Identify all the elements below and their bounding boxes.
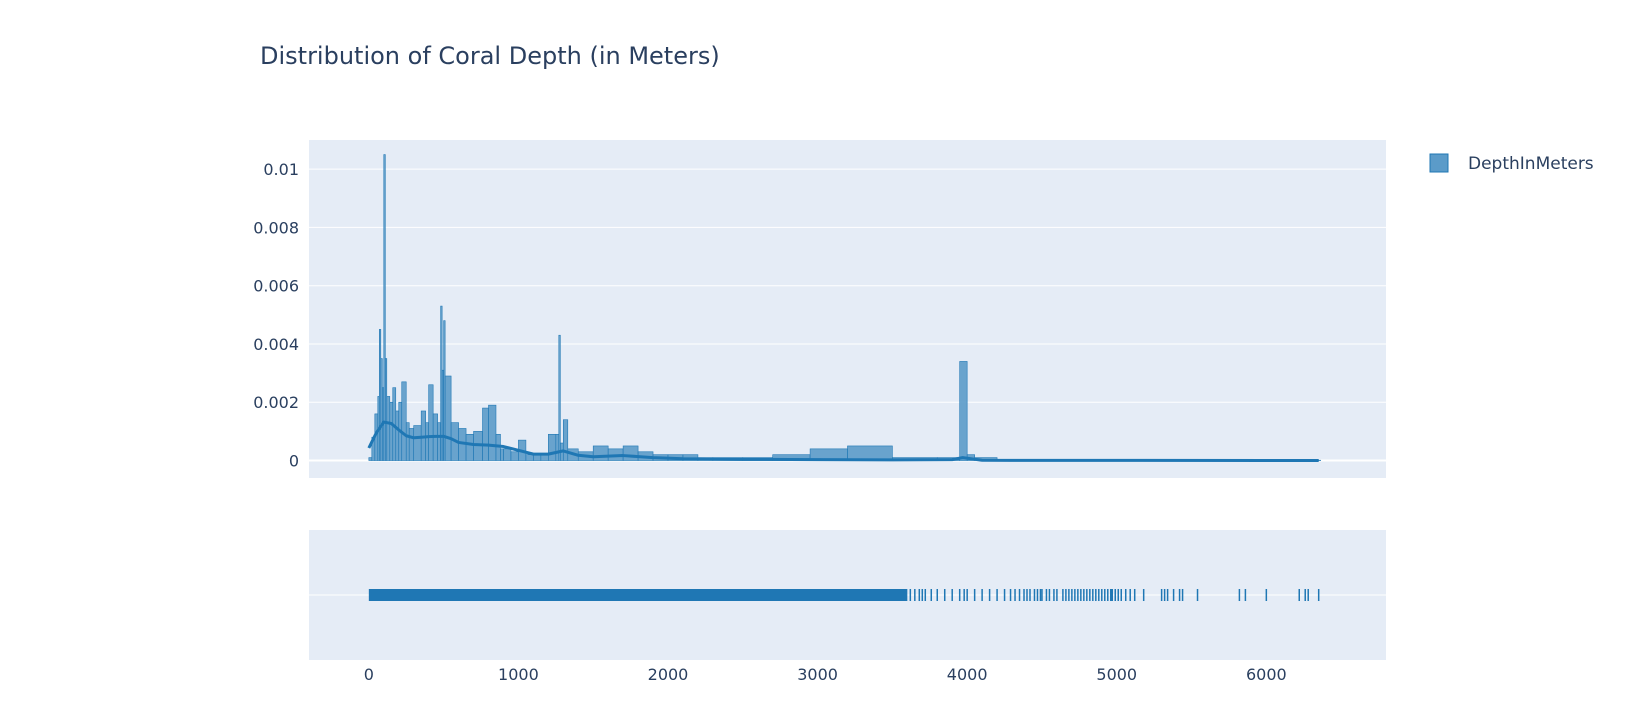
histogram-bar: [408, 428, 415, 461]
x-tick-label: 5000: [1096, 665, 1137, 684]
histogram-bar: [368, 457, 373, 461]
rug-marks: [309, 589, 1386, 601]
y-axis-ticks: 0 0.002 0.004 0.006 0.008 0.01: [253, 160, 299, 470]
y-tick-label: 0: [289, 452, 299, 471]
density-line: [367, 420, 1319, 462]
y-tick-label: 0.002: [253, 393, 299, 412]
x-tick-label: 0: [364, 665, 374, 684]
histogram-bar: [413, 425, 422, 461]
histogram-bar: [465, 433, 474, 461]
histogram-bar: [395, 410, 400, 461]
histogram-bar: [503, 448, 512, 461]
x-axis-ticks: 0 1000 2000 3000 4000 5000 6000: [364, 665, 1287, 684]
density-curve: [367, 420, 1319, 462]
chart-title: Distribution of Coral Depth (in Meters): [260, 42, 720, 70]
x-tick-label: 6000: [1246, 665, 1287, 684]
histogram-bar: [444, 375, 452, 461]
histogram-bar: [425, 422, 429, 461]
histogram-bar: [500, 448, 504, 461]
x-tick-label: 4000: [947, 665, 988, 684]
y-tick-label: 0.01: [263, 160, 299, 179]
histogram-bar: [405, 422, 410, 461]
histogram-bar: [558, 334, 561, 461]
x-tick-label: 2000: [648, 665, 689, 684]
y-tick-label: 0.006: [253, 277, 299, 296]
rug-dense-band: [368, 589, 908, 601]
legend-swatch-depthinmeters[interactable]: [1429, 153, 1449, 173]
x-tick-label: 3000: [797, 665, 838, 684]
histogram-bar: [622, 445, 639, 461]
histogram-bar: [510, 451, 519, 461]
legend[interactable]: DepthInMeters: [1429, 153, 1594, 174]
histogram-bar: [389, 401, 394, 461]
histogram-bar: [482, 407, 489, 461]
histogram-bar: [401, 381, 407, 461]
histogram-bar: [548, 433, 557, 461]
histogram-bar: [488, 404, 497, 461]
histogram-plot-area: [309, 140, 1386, 478]
histogram-bar: [555, 433, 560, 461]
histogram-bar: [525, 454, 534, 461]
histogram-bar: [437, 422, 441, 461]
histogram-bar: [959, 361, 968, 461]
histogram-bar: [592, 445, 609, 461]
histogram-bar: [383, 154, 386, 461]
histogram-bar: [562, 419, 569, 461]
legend-label-depthinmeters[interactable]: DepthInMeters: [1468, 154, 1594, 174]
histogram-bar: [386, 396, 391, 461]
x-tick-label: 1000: [498, 665, 539, 684]
histogram-bar: [428, 384, 434, 461]
y-tick-label: 0.008: [253, 218, 299, 237]
y-tick-label: 0.004: [253, 335, 299, 354]
